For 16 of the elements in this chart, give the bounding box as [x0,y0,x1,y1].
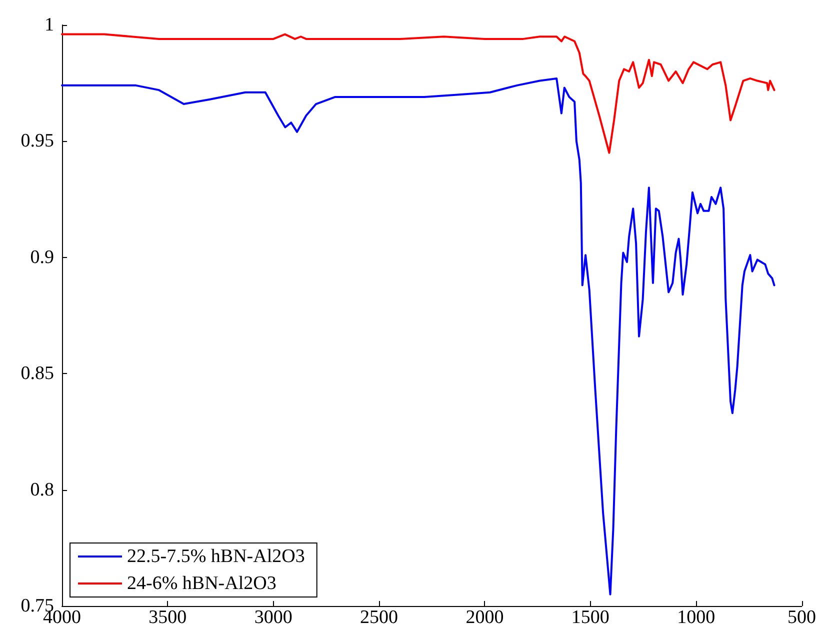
y-tick-label: 0.85 [20,363,54,384]
x-tick-label: 2000 [466,607,504,628]
x-tick-label: 1000 [677,607,716,628]
x-tick-label: 3000 [254,607,292,628]
line-series [61,77,776,596]
x-tick-label: 3500 [148,607,187,628]
x-tick-label: 500 [788,607,816,628]
legend-label: 24-6% hBN-Al2O3 [127,573,276,594]
y-tick-label: 1 [44,14,54,36]
y-tick-label: 0.8 [30,479,54,500]
line-series [61,33,776,154]
legend-label: 22.5-7.5% hBN-Al2O3 [127,546,305,567]
y-tick-label: 0.95 [20,130,54,152]
x-tick-label: 2500 [360,607,398,628]
x-tick-label: 1500 [571,607,610,628]
y-tick-label: 0.9 [30,246,54,268]
